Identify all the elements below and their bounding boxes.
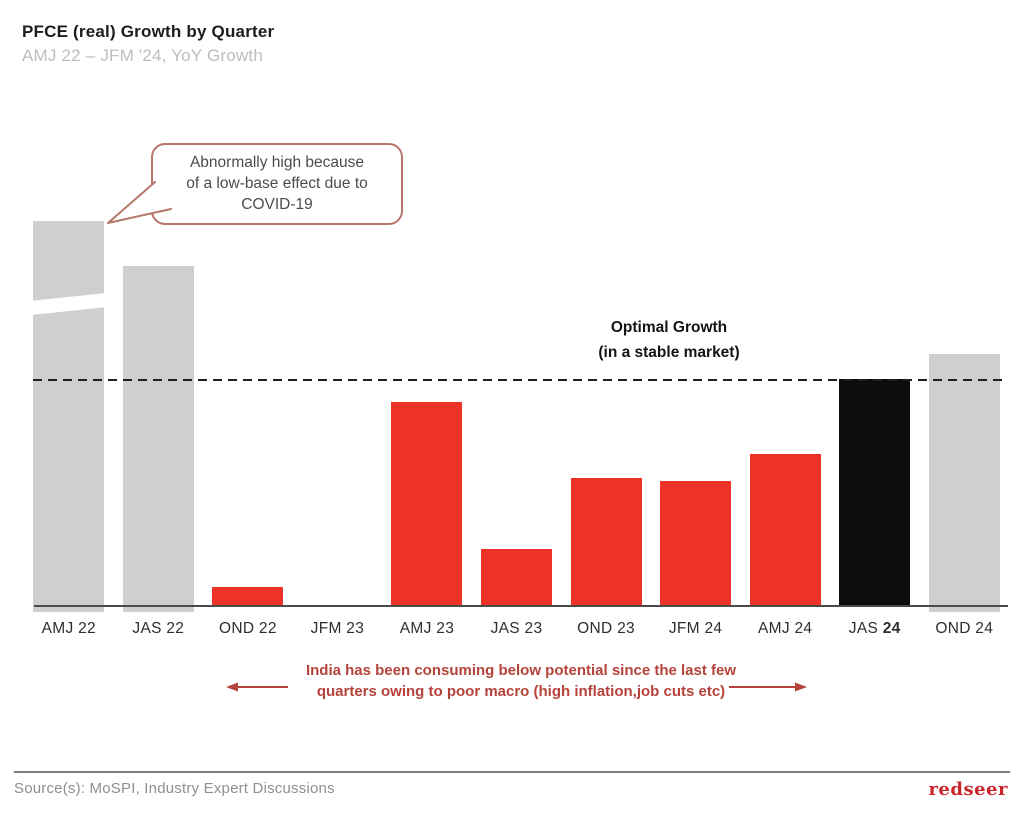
optimal-growth-line (33, 378, 1006, 381)
x-axis-label-amj-22: AMJ 22 (41, 620, 96, 637)
bar-jas-23 (481, 548, 552, 605)
footer-divider (14, 771, 1010, 773)
bar-amj-23 (391, 401, 463, 605)
bar-column-jfm-24 (651, 100, 741, 605)
right-arrow-icon (729, 682, 807, 692)
x-axis-label-jfm-23: JFM 23 (310, 620, 365, 637)
bar-amj-24 (749, 453, 821, 605)
x-axis-label-jas-22: JAS 22 (132, 620, 185, 637)
annotation-line-1: India has been consuming below potential… (305, 662, 737, 679)
x-axis-label-amj-23: AMJ 23 (399, 620, 455, 637)
bar-column-amj-24 (740, 100, 830, 605)
bar-column-ond-22 (203, 100, 293, 605)
left-arrow-icon (226, 682, 288, 692)
covid-callout: Abnormally high because of a low-base ef… (151, 143, 403, 225)
x-axis-label-jfm-24: JFM 24 (668, 620, 723, 637)
x-axis-label-ond-23: OND 23 (577, 620, 635, 637)
x-axis-label-amj-24: AMJ 24 (757, 620, 813, 637)
redseer-logo: redseer (928, 779, 1008, 800)
bar-column-jas-24 (830, 100, 920, 605)
x-axis-label-ond-24: OND 24 (935, 620, 994, 637)
bar-column-amj-23 (382, 100, 472, 605)
annotation-line-2: quarters owing to poor macro (high infla… (316, 683, 726, 700)
bar-column-jas-22 (114, 100, 204, 612)
plot-area (24, 100, 1009, 612)
bar-jas-22 (122, 266, 194, 612)
bar-ond-22 (212, 586, 284, 605)
bar-jas-24 (839, 379, 911, 605)
page-title: PFCE (real) Growth by Quarter (22, 22, 275, 41)
x-axis-label-jas-23: JAS 23 (490, 620, 543, 637)
bar-amj-22 (27, 220, 110, 612)
bar-ond-23 (570, 478, 642, 605)
optimal-growth-label: Optimal Growth (in a stable market) (554, 315, 784, 365)
bar-column-amj-22 (24, 100, 114, 612)
x-axis-line (34, 604, 1008, 607)
bar-column-jas-23 (472, 100, 562, 605)
consumption-annotation: India has been consuming below potential… (290, 660, 752, 702)
bar-column-ond-23 (561, 100, 651, 605)
bar-jfm-24 (660, 480, 732, 605)
x-axis-label-ond-22: OND 22 (218, 620, 277, 637)
bar-series (24, 100, 1009, 612)
x-axis-labels: AMJ 22 JAS 22 OND 22 JFM 23 AMJ 23 JAS 23 OND … (24, 620, 1009, 638)
source-note: Source(s): MoSPI, Industry Expert Discus… (14, 780, 335, 797)
optimal-growth-label-line2: (in a stable market) (598, 344, 740, 361)
bar-column-ond-24 (919, 100, 1009, 612)
callout-line-2: of a low-base effect due to (186, 175, 368, 192)
axis-break-marker (27, 292, 110, 316)
x-axis-label-jas-24: JAS 24 (848, 620, 901, 637)
callout-tail-icon (107, 181, 172, 224)
callout-line-1: Abnormally high because (189, 154, 365, 171)
callout-line-3: COVID-19 (241, 196, 313, 213)
bar-ond-24 (928, 354, 1000, 612)
page-subtitle: AMJ 22 – JFM '24, YoY Growth (22, 46, 263, 65)
optimal-growth-label-line1: Optimal Growth (610, 319, 728, 336)
